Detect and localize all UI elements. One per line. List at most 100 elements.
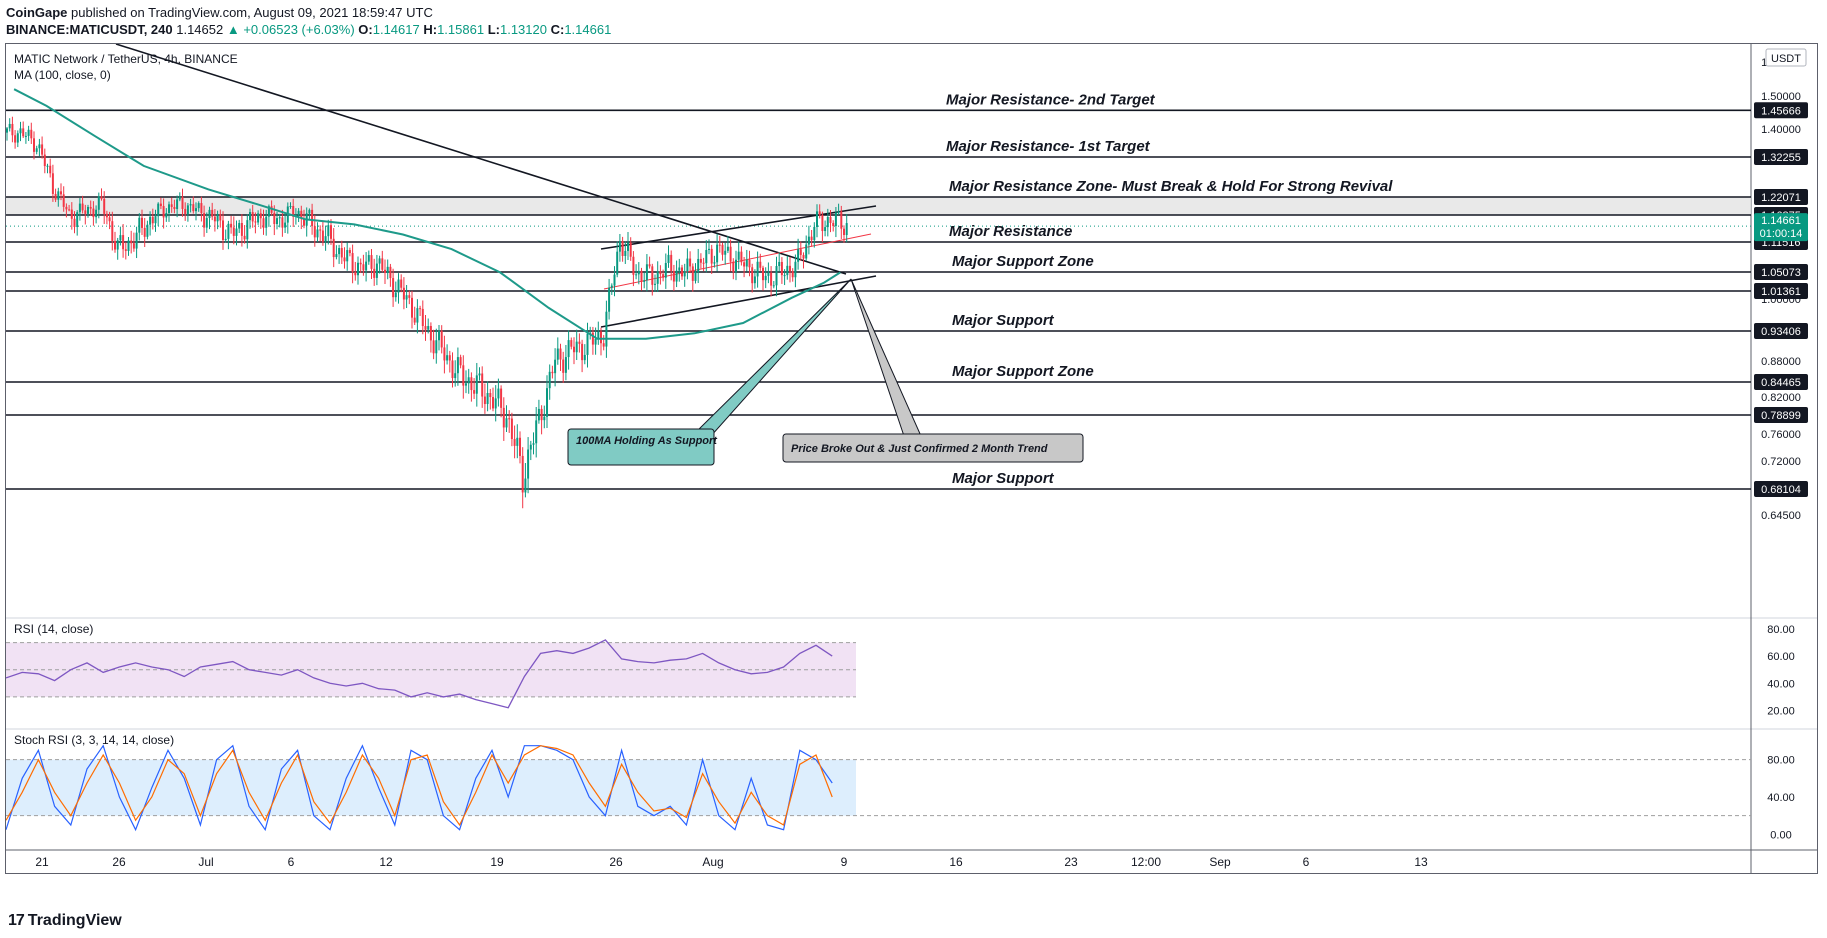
price-candle [613, 266, 616, 297]
ma-callout-text: 100MA Holding As Support [576, 435, 718, 447]
price-candle [478, 367, 481, 381]
price-candle [397, 273, 400, 304]
price-candle [419, 305, 422, 316]
candle-body [527, 449, 530, 479]
candle-body [386, 266, 389, 273]
price-badge-label: 1.05073 [1761, 267, 1801, 279]
candle-body [783, 275, 786, 277]
price-candle [411, 290, 413, 329]
price-candle [359, 258, 362, 273]
publish-line: CoinGape published on TradingView.com, A… [6, 5, 433, 20]
candle-body [254, 221, 257, 223]
candle-body [378, 258, 381, 264]
candle-body [832, 222, 835, 227]
price-badge [1754, 283, 1808, 299]
price-candle [424, 314, 427, 341]
price-candle [365, 252, 368, 282]
candle-body [81, 203, 84, 211]
candle-body [62, 194, 65, 207]
candle-body [340, 248, 343, 258]
tradingview-logo[interactable]: 17 TradingView [8, 912, 122, 930]
stoch-axis-tick: 0.00 [1770, 829, 1791, 841]
h-label: H: [423, 22, 438, 37]
price-candle [840, 205, 843, 239]
candle-body [397, 279, 400, 293]
price-candle [772, 280, 775, 289]
price-candle [632, 251, 635, 287]
candle-body [400, 279, 403, 288]
candle-body [740, 251, 743, 263]
candle-body [173, 206, 176, 210]
candle-body [54, 193, 57, 200]
l-label: L: [487, 22, 500, 37]
price-candle [370, 249, 373, 279]
price-candle [610, 283, 613, 295]
candle-body [84, 210, 87, 214]
price-candle [249, 208, 251, 229]
price-candle [62, 186, 65, 212]
candle-body [60, 191, 62, 195]
price-candle [651, 263, 654, 296]
price-candle [289, 202, 292, 209]
candle-body [43, 154, 46, 167]
price-badge-label: 0.78899 [1761, 410, 1801, 422]
candle-body [230, 223, 233, 228]
price-candle [672, 264, 675, 291]
trend-callout-pointer [850, 278, 922, 437]
price-candle [675, 260, 678, 288]
candle-body [500, 388, 503, 408]
price-candle [46, 163, 49, 174]
price-candle [330, 219, 332, 245]
candle-body [222, 220, 224, 240]
candle-body [745, 259, 748, 267]
price-candle [597, 321, 600, 345]
price-candle [97, 192, 100, 219]
candle-body [346, 250, 349, 262]
candle-body [564, 357, 567, 373]
price-axis-tick: 0.72000 [1761, 456, 1801, 468]
candle-body [513, 439, 516, 446]
candle-body [186, 205, 189, 215]
price-candle [429, 322, 432, 353]
price-candle [726, 236, 729, 254]
price-candle [821, 211, 824, 243]
price-candle [797, 238, 800, 270]
candle-body [416, 308, 419, 323]
price-candle [492, 387, 494, 412]
candle-body [354, 272, 357, 276]
price-candle [116, 237, 119, 260]
level-label: Major Support [952, 470, 1055, 487]
candle-body [721, 244, 724, 255]
candle-body [365, 261, 368, 271]
price-badge-label: 0.93406 [1761, 326, 1801, 338]
currency-badge[interactable]: USDT [1771, 53, 1801, 65]
tradingview-logo-icon: 17 [8, 912, 25, 929]
price-candle [645, 254, 648, 292]
price-candle [718, 235, 721, 253]
candle-body [583, 354, 586, 361]
author-name[interactable]: CoinGape [6, 5, 68, 20]
trend-callout-text: Price Broke Out & Just Confirmed 2 Month… [791, 443, 1048, 455]
candle-body [162, 206, 165, 218]
price-candle [710, 244, 713, 274]
time-axis-tick: Sep [1209, 855, 1231, 869]
price-candle [8, 118, 11, 132]
price-candle [694, 263, 697, 284]
price-candle [384, 259, 386, 284]
candle-body [319, 229, 322, 231]
candle-body [443, 347, 446, 361]
price-candle [246, 214, 249, 249]
price-candle [38, 138, 41, 157]
candle-body [689, 258, 692, 267]
candle-body [483, 396, 486, 405]
candle-body [97, 196, 100, 210]
candle-body [748, 259, 751, 268]
candle-body [654, 283, 656, 285]
chart-svg[interactable]: Major Resistance- 2nd Target Major Resist… [5, 43, 1817, 873]
price-candle [30, 122, 33, 144]
price-candle [721, 242, 724, 261]
price-candle [24, 131, 27, 144]
price-candle [516, 424, 519, 459]
price-candle [213, 209, 216, 232]
candle-body [184, 208, 187, 215]
